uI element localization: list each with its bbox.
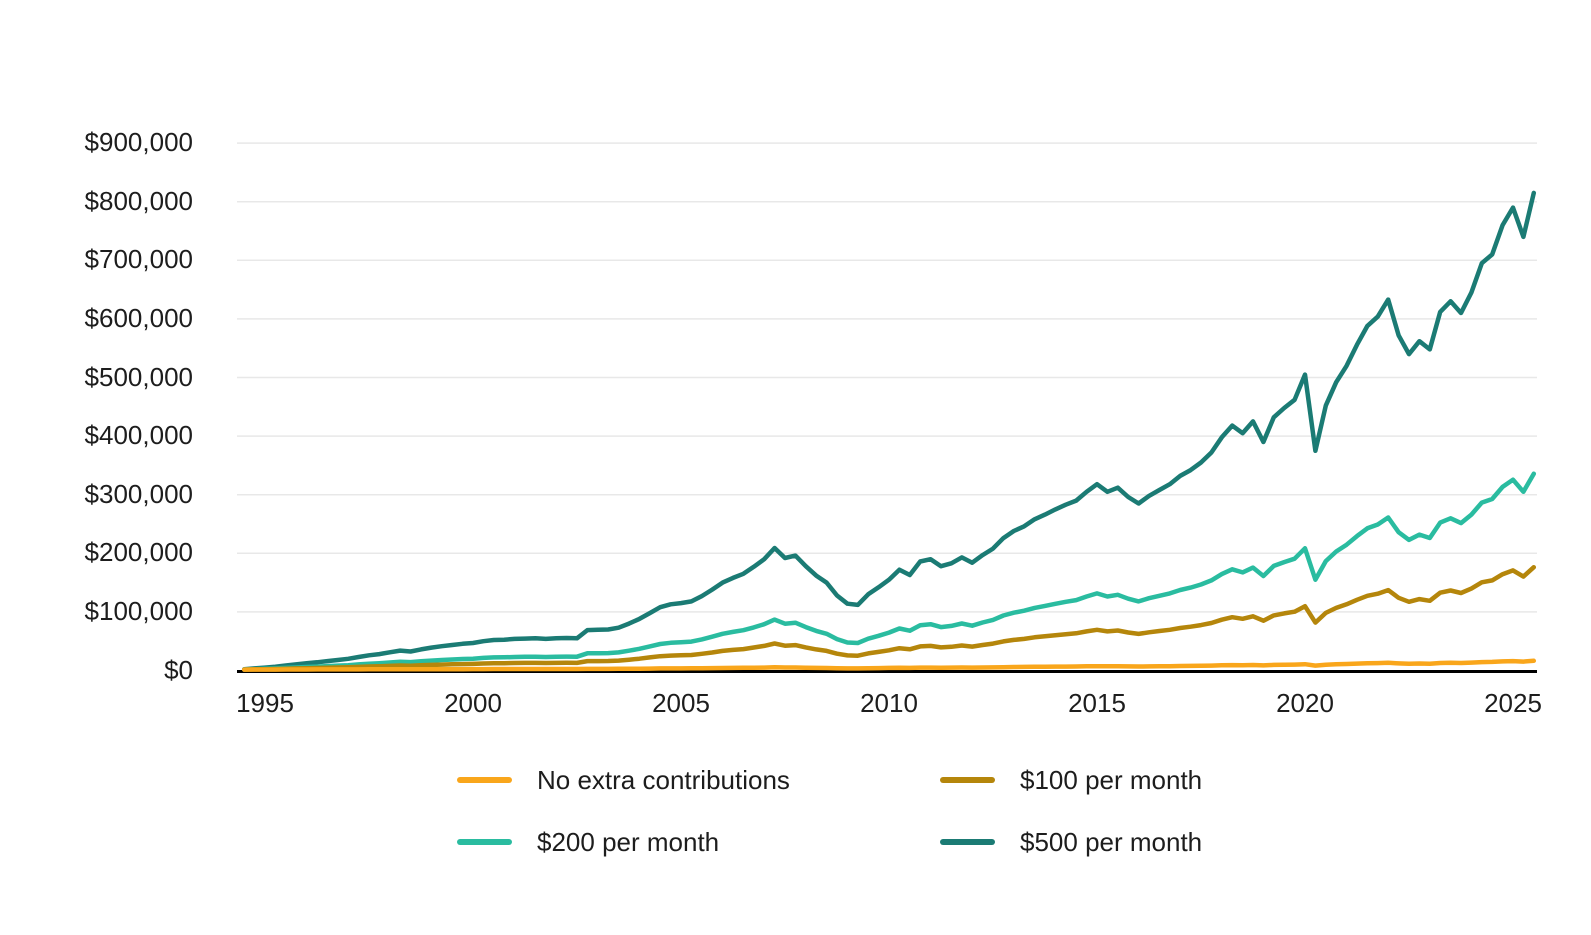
y-tick-label: $200,000 xyxy=(84,537,193,568)
x-tick-label: 2000 xyxy=(444,688,502,718)
x-tick-label: 2025 xyxy=(1484,688,1542,718)
legend-label: $200 per month xyxy=(537,826,720,857)
y-tick-label: $700,000 xyxy=(84,244,193,275)
y-tick-label: $600,000 xyxy=(84,302,193,333)
y-tick-label: $500,000 xyxy=(84,361,193,392)
legend-swatch-per-200-icon xyxy=(457,839,512,845)
x-tick-label: 2020 xyxy=(1276,688,1334,718)
y-tick-label: $400,000 xyxy=(84,419,193,450)
legend-label: $500 per month xyxy=(1020,826,1203,857)
legend-swatch-per-500-icon xyxy=(940,839,995,845)
series-line-per-500 xyxy=(241,190,1537,672)
legend-swatch-no-extra-icon xyxy=(457,777,512,783)
chart-legend: No extra contributions $100 per month $200… xyxy=(457,765,1202,857)
y-tick-label: $100,000 xyxy=(84,595,193,626)
legend-item-per-100: $100 per month xyxy=(940,765,1202,795)
series-line-no-extra xyxy=(241,658,1537,672)
series-line-per-100 xyxy=(241,564,1537,672)
x-tick-label: 2010 xyxy=(860,688,918,718)
x-tick-label: 1995 xyxy=(236,688,294,718)
legend-label: No extra contributions xyxy=(537,764,790,795)
x-tick-label: 2015 xyxy=(1068,688,1126,718)
y-tick-label: $0 xyxy=(164,654,193,685)
series-line-per-200 xyxy=(241,471,1537,672)
legend-label: $100 per month xyxy=(1020,764,1203,795)
x-tick-label: 2005 xyxy=(652,688,710,718)
y-tick-label: $900,000 xyxy=(84,126,193,157)
y-tick-label: $800,000 xyxy=(84,185,193,216)
y-tick-label: $300,000 xyxy=(84,478,193,509)
legend-item-per-500: $500 per month xyxy=(940,827,1202,857)
legend-item-no-extra: No extra contributions xyxy=(457,765,940,795)
legend-swatch-per-100-icon xyxy=(940,777,995,783)
legend-item-per-200: $200 per month xyxy=(457,827,940,857)
